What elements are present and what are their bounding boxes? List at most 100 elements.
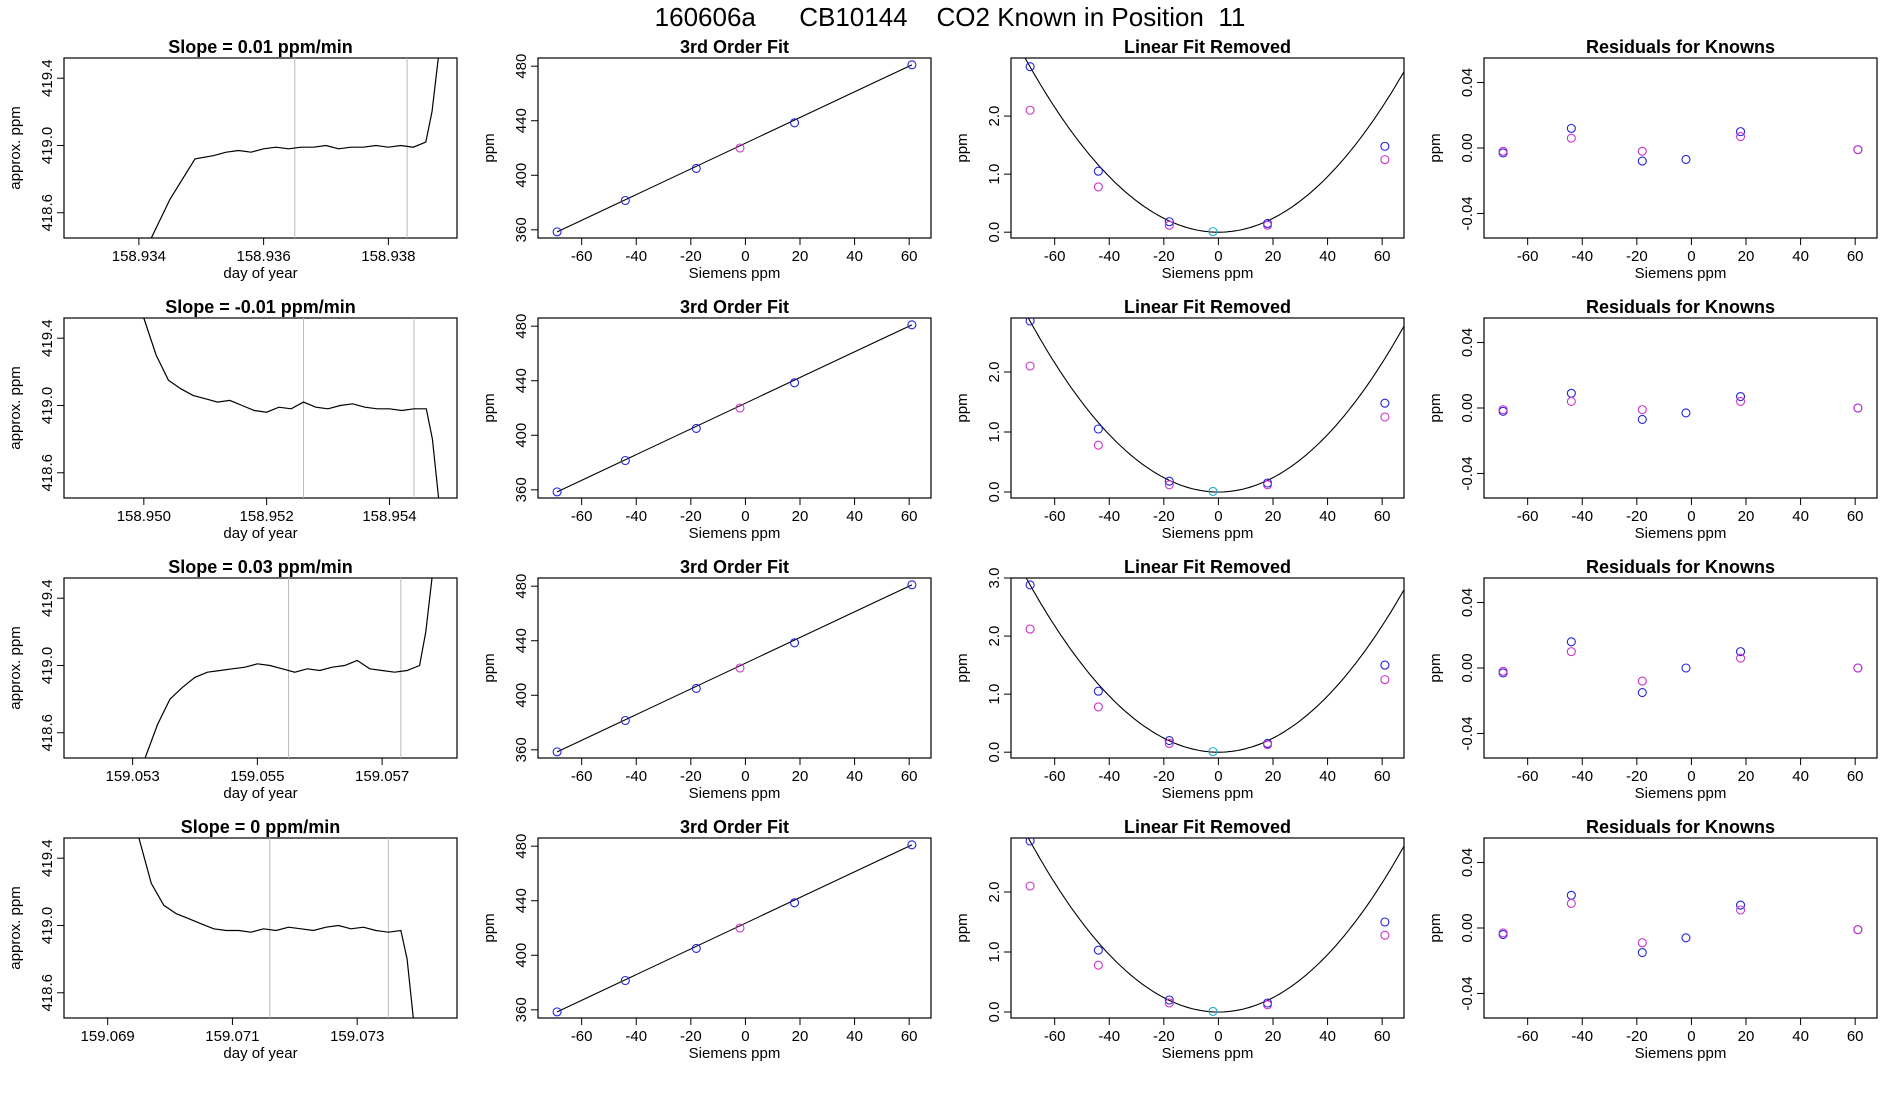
data-point	[1164, 480, 1174, 490]
page-title: 160606a CB10144 CO2 Known in Position 11	[654, 2, 1246, 32]
x-tick-label: -60	[1517, 1028, 1539, 1045]
data-point	[552, 1007, 562, 1017]
x-tick-label: 158.954	[362, 508, 416, 525]
data-point	[1208, 747, 1218, 757]
x-axis-label: Siemens ppm	[689, 1045, 781, 1062]
data-point	[1262, 1000, 1273, 1010]
panel-title: Slope = 0 ppm/min	[181, 817, 341, 837]
data-point	[1093, 424, 1103, 434]
data-point	[1735, 127, 1746, 137]
panel-title: Residuals for Knowns	[1586, 297, 1775, 317]
plot-area	[1025, 578, 1404, 757]
x-tick-label: -20	[1153, 768, 1175, 785]
x-tick-label: -60	[1044, 1028, 1066, 1045]
x-tick-label: 40	[1792, 1028, 1809, 1045]
panel-title: Linear Fit Removed	[1124, 297, 1291, 317]
x-tick-label: -60	[1517, 768, 1539, 785]
data-point	[1093, 182, 1103, 192]
x-axis-label: Siemens ppm	[689, 785, 781, 802]
x-tick-label: 20	[1738, 1028, 1755, 1045]
plot-area	[138, 838, 414, 1018]
data-point	[691, 163, 701, 174]
x-tick-label: 158.950	[117, 508, 171, 525]
data-point	[1093, 702, 1103, 712]
data-point	[1025, 624, 1035, 634]
data-point	[1164, 995, 1174, 1005]
data-point	[1566, 898, 1576, 909]
chart-panel-r3-c2: 3rd Order Fit -60 -40 -20 0 20 40 60 360 400 440 48…	[481, 557, 932, 802]
data-point	[1853, 403, 1863, 413]
data-point	[1208, 486, 1218, 496]
data-point	[1681, 154, 1691, 165]
data-point	[1735, 647, 1746, 657]
x-tick-label: 20	[1738, 508, 1755, 525]
x-tick-label: 0	[1687, 768, 1695, 785]
x-tick-label: -60	[1517, 248, 1539, 265]
x-axis-label: Siemens ppm	[1635, 785, 1727, 802]
x-tick-label: 159.055	[230, 768, 284, 785]
x-tick-label: -40	[1098, 248, 1120, 265]
plot-frame	[1483, 57, 1878, 239]
x-tick-label: -40	[625, 768, 647, 785]
panel-title: Slope = -0.01 ppm/min	[165, 297, 356, 317]
y-axis-label: ppm	[481, 393, 498, 422]
data-point	[1735, 396, 1746, 407]
x-tick-label: 0	[1214, 508, 1222, 525]
data-point	[1681, 408, 1691, 418]
x-tick-label: -40	[1571, 1028, 1593, 1045]
x-axis-label: day of year	[223, 785, 297, 802]
plot-frame	[1483, 577, 1878, 759]
data-point	[1164, 738, 1174, 749]
data-point	[1380, 660, 1390, 670]
y-tick-label: 0.04	[1459, 328, 1476, 357]
data-point	[1681, 933, 1691, 943]
y-tick-label: 360	[513, 737, 530, 762]
y-tick-label: 440	[513, 888, 530, 913]
data-point	[1262, 480, 1273, 490]
x-tick-label: -40	[1098, 508, 1120, 525]
x-axis-label: Siemens ppm	[1635, 265, 1727, 282]
data-point	[620, 975, 630, 986]
data-point	[1025, 361, 1035, 371]
chart-panel-r2-c1: Slope = -0.01 ppm/min 158.950 158.952 158.9…	[7, 297, 458, 542]
ppm-trace-line	[138, 838, 414, 1018]
plot-area	[144, 578, 433, 758]
x-axis-label: day of year	[223, 265, 297, 282]
x-tick-label: -20	[1153, 248, 1175, 265]
x-tick-label: -20	[1626, 768, 1648, 785]
panel-title: Residuals for Knowns	[1586, 37, 1775, 57]
x-tick-label: 0	[741, 248, 749, 265]
x-tick-label: 159.069	[81, 1028, 135, 1045]
y-tick-label: 400	[513, 943, 530, 968]
y-tick-label: 419.4	[39, 319, 56, 357]
data-point	[1498, 146, 1508, 156]
panel-title: 3rd Order Fit	[680, 817, 789, 837]
x-tick-label: -60	[1517, 508, 1539, 525]
fit-line	[556, 324, 913, 493]
data-point	[1566, 637, 1576, 647]
plot-area	[552, 580, 917, 757]
y-tick-label: 400	[513, 683, 530, 708]
x-tick-label: 20	[792, 508, 809, 525]
x-tick-label: -40	[625, 1028, 647, 1045]
chart-panel-r2-c3: Linear Fit Removed -60 -40 -20 0 20 40 60 0.0 1.0…	[954, 297, 1405, 542]
y-tick-label: -0.04	[1459, 196, 1476, 230]
x-tick-label: 60	[1847, 508, 1864, 525]
plot-frame	[1010, 317, 1405, 499]
x-tick-label: 60	[901, 1028, 918, 1045]
data-point	[789, 638, 800, 648]
plot-frame	[63, 837, 458, 1019]
x-tick-label: 60	[901, 248, 918, 265]
panel-title: Linear Fit Removed	[1124, 37, 1291, 57]
data-point	[1681, 663, 1691, 673]
data-point	[1164, 217, 1174, 227]
chart-panel-r3-c4: Residuals for Knowns -60 -40 -20 0 20 40 60 -0.0…	[1427, 557, 1878, 802]
y-tick-label: 440	[513, 368, 530, 393]
data-point	[1637, 414, 1647, 425]
data-point	[1093, 166, 1103, 176]
data-point	[1637, 687, 1647, 698]
data-point	[1164, 736, 1174, 746]
y-axis-label: ppm	[954, 133, 971, 162]
fit-curve	[1025, 578, 1404, 753]
